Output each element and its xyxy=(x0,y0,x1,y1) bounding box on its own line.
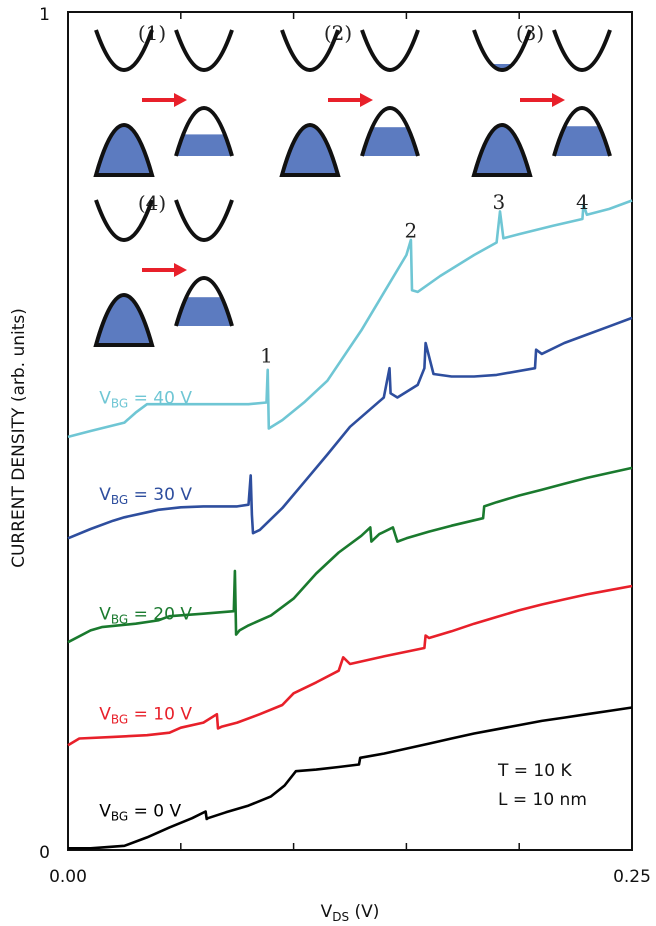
valence-band-left xyxy=(279,123,341,177)
valence-band-right xyxy=(174,106,234,157)
x-tick-label-left: 0.00 xyxy=(49,867,87,887)
peak-label-4: 4 xyxy=(576,190,589,214)
series-line-2 xyxy=(67,466,633,644)
valence-band-right xyxy=(174,276,234,327)
valence-band-right xyxy=(552,106,612,157)
valence-band-left xyxy=(93,123,155,177)
temperature-annotation: T = 10 K xyxy=(497,761,572,781)
x-tick-label-right: 0.25 xyxy=(613,867,651,887)
series-label-0: VBG = 0 V xyxy=(99,802,181,824)
band-inset-1: (1) xyxy=(93,21,234,177)
tunneling-arrow-head xyxy=(174,93,187,107)
series-lines xyxy=(67,199,633,850)
series-line-0 xyxy=(68,706,633,850)
series-line-4 xyxy=(67,199,633,439)
band-inset-3: (3) xyxy=(471,21,612,177)
conduction-band-right xyxy=(552,29,612,72)
conduction-band-right xyxy=(174,29,234,72)
y-tick-label-bottom: 0 xyxy=(39,843,50,863)
series-label-3: VBG = 30 V xyxy=(99,485,192,507)
plot-border xyxy=(67,11,633,851)
axis-text: 1 0 0.00 0.25 VDS (V) CURRENT DENSITY (a… xyxy=(9,5,651,924)
conduction-band-left xyxy=(94,199,154,242)
peak-label-2: 2 xyxy=(405,218,418,242)
length-annotation: L = 10 nm xyxy=(498,790,587,810)
x-axis-label: VDS (V) xyxy=(321,902,380,924)
y-axis-label: CURRENT DENSITY (arb. units) xyxy=(9,308,29,568)
conduction-band-right xyxy=(174,199,234,242)
valence-band-right xyxy=(360,106,420,157)
y-tick-label-top: 1 xyxy=(39,5,50,25)
conduction-band-left xyxy=(280,29,340,72)
band-inset-4: (4) xyxy=(93,191,234,347)
series-labels: VBG = 0 V VBG = 10 V VBG = 20 V VBG = 30 V V… xyxy=(99,388,192,823)
series-label-4: VBG = 40 V xyxy=(99,388,192,410)
series-label-1: VBG = 10 V xyxy=(99,704,192,726)
peak-label-3: 3 xyxy=(493,190,506,214)
peak-label-1: 1 xyxy=(260,343,273,367)
series-label-2: VBG = 20 V xyxy=(99,605,192,627)
conduction-band-left xyxy=(94,29,154,72)
series-line-1 xyxy=(67,584,633,747)
tunneling-arrow-head xyxy=(552,93,565,107)
series-line-3 xyxy=(67,316,633,540)
conduction-band-right xyxy=(360,29,420,72)
valence-band-left xyxy=(471,123,533,177)
peak-labels: 1 2 3 4 xyxy=(260,190,589,367)
band-diagram-insets: (1) (2) (3) (4) xyxy=(93,21,612,347)
conduction-band-left xyxy=(472,29,532,72)
tunneling-arrow-head xyxy=(360,93,373,107)
tunneling-arrow-head xyxy=(174,263,187,277)
band-inset-2: (2) xyxy=(279,21,420,177)
valence-band-left xyxy=(93,293,155,347)
plot-frame xyxy=(67,11,633,851)
